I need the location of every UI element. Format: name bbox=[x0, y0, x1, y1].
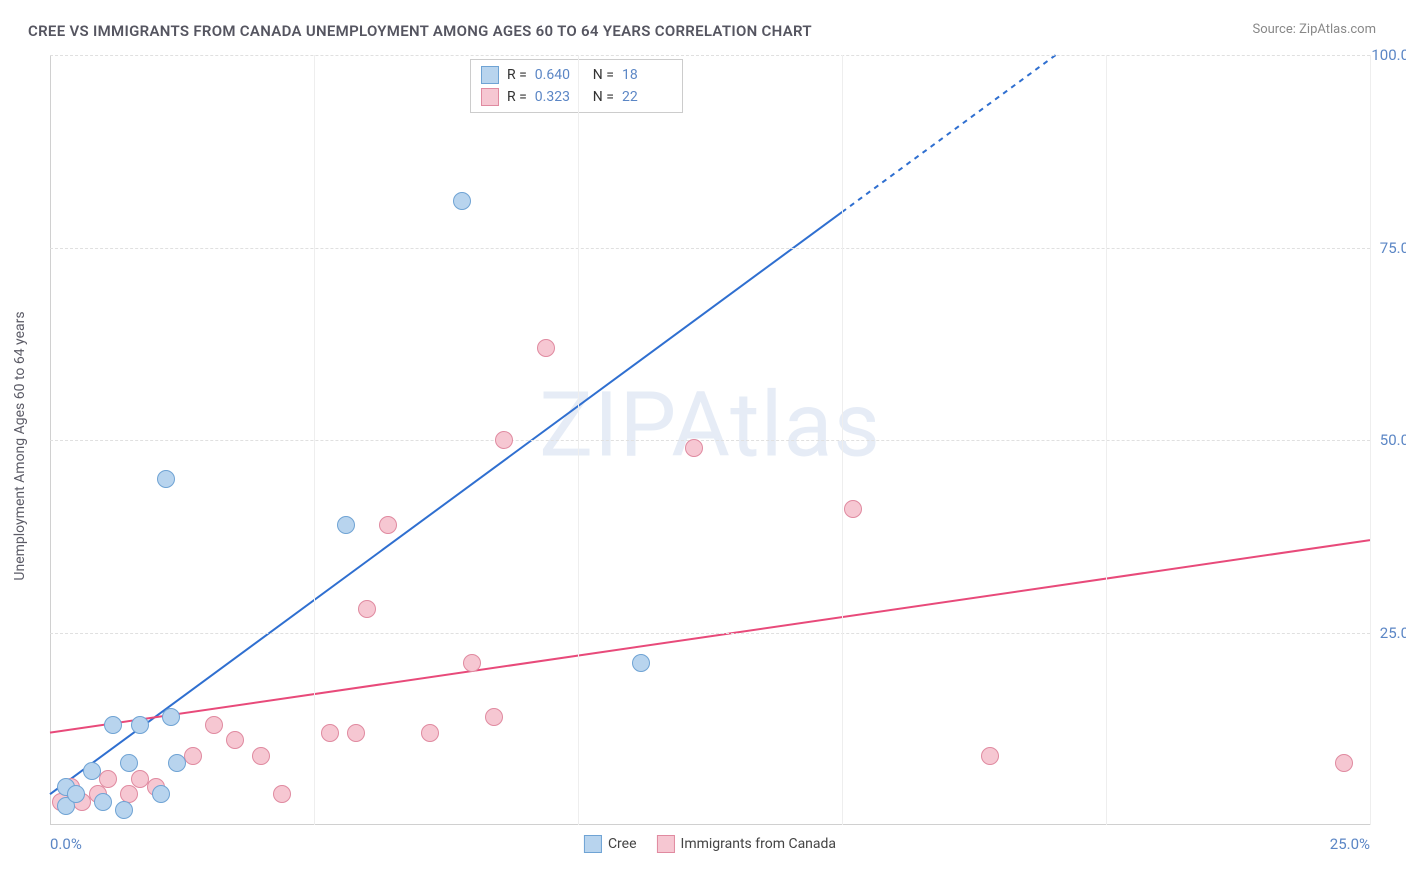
data-point-cree bbox=[115, 801, 133, 819]
vgridline bbox=[1106, 55, 1107, 825]
data-point-cree bbox=[152, 785, 170, 803]
source-name: ZipAtlas.com bbox=[1299, 22, 1376, 37]
stats-row-cree: R = 0.640 N = 18 bbox=[481, 64, 672, 86]
n-value-cree: 18 bbox=[622, 67, 672, 83]
trend-line-cree bbox=[50, 212, 842, 794]
data-point-cree bbox=[453, 192, 471, 210]
legend-label-cree: Cree bbox=[608, 836, 637, 852]
swatch-immigrants bbox=[481, 88, 499, 106]
y-axis-label: Unemployment Among Ages 60 to 64 years bbox=[12, 311, 28, 580]
data-point-immigrants bbox=[379, 516, 397, 534]
data-point-immigrants bbox=[421, 724, 439, 742]
n-label: N = bbox=[593, 89, 614, 105]
data-point-immigrants bbox=[99, 770, 117, 788]
source-attribution: Source: ZipAtlas.com bbox=[1252, 22, 1376, 37]
data-point-cree bbox=[157, 470, 175, 488]
gridline bbox=[50, 55, 1370, 56]
legend-label-immigrants: Immigrants from Canada bbox=[681, 836, 837, 852]
vgridline bbox=[314, 55, 315, 825]
data-point-immigrants bbox=[844, 500, 862, 518]
data-point-cree bbox=[162, 708, 180, 726]
legend-bottom: Cree Immigrants from Canada bbox=[584, 835, 836, 853]
data-point-cree bbox=[83, 762, 101, 780]
data-point-immigrants bbox=[205, 716, 223, 734]
data-point-immigrants bbox=[321, 724, 339, 742]
x-tick-label: 0.0% bbox=[50, 835, 82, 853]
vgridline bbox=[1370, 55, 1371, 825]
legend-swatch-cree bbox=[584, 835, 602, 853]
data-point-immigrants bbox=[1335, 754, 1353, 772]
r-label: R = bbox=[507, 89, 527, 105]
data-point-immigrants bbox=[252, 747, 270, 765]
vgridline bbox=[842, 55, 843, 825]
data-point-cree bbox=[120, 754, 138, 772]
gridline bbox=[50, 633, 1370, 634]
plot-area: ZIPAtlas R = 0.640 N = 18 R = 0.323 N = … bbox=[50, 55, 1370, 825]
data-point-cree bbox=[168, 754, 186, 772]
r-label: R = bbox=[507, 67, 527, 83]
data-point-cree bbox=[632, 654, 650, 672]
y-tick-label: 50.0% bbox=[1380, 431, 1406, 449]
y-tick-label: 75.0% bbox=[1380, 239, 1406, 257]
legend-swatch-immigrants bbox=[657, 835, 675, 853]
data-point-immigrants bbox=[981, 747, 999, 765]
chart-container: CREE VS IMMIGRANTS FROM CANADA UNEMPLOYM… bbox=[0, 0, 1406, 892]
data-point-immigrants bbox=[347, 724, 365, 742]
correlation-stats-box: R = 0.640 N = 18 R = 0.323 N = 22 bbox=[470, 59, 683, 113]
n-value-immigrants: 22 bbox=[622, 89, 672, 105]
data-point-immigrants bbox=[273, 785, 291, 803]
data-point-immigrants bbox=[685, 439, 703, 457]
n-label: N = bbox=[593, 67, 614, 83]
gridline bbox=[50, 248, 1370, 249]
gridline bbox=[50, 440, 1370, 441]
data-point-cree bbox=[67, 785, 85, 803]
data-point-cree bbox=[104, 716, 122, 734]
legend-item-cree: Cree bbox=[584, 835, 637, 853]
data-point-immigrants bbox=[226, 731, 244, 749]
data-point-cree bbox=[337, 516, 355, 534]
chart-title: CREE VS IMMIGRANTS FROM CANADA UNEMPLOYM… bbox=[28, 22, 812, 40]
vgridline bbox=[578, 55, 579, 825]
y-tick-label: 25.0% bbox=[1380, 624, 1406, 642]
x-tick-label: 25.0% bbox=[1330, 835, 1370, 853]
trend-line-dashed-cree bbox=[842, 55, 1056, 212]
data-point-immigrants bbox=[485, 708, 503, 726]
legend-item-immigrants: Immigrants from Canada bbox=[657, 835, 837, 853]
swatch-cree bbox=[481, 66, 499, 84]
data-point-cree bbox=[94, 793, 112, 811]
data-point-immigrants bbox=[358, 600, 376, 618]
y-tick-label: 100.0% bbox=[1371, 46, 1406, 64]
data-point-immigrants bbox=[495, 431, 513, 449]
trend-line-immigrants bbox=[50, 540, 1370, 733]
data-point-immigrants bbox=[537, 339, 555, 357]
stats-row-immigrants: R = 0.323 N = 22 bbox=[481, 86, 672, 108]
data-point-immigrants bbox=[463, 654, 481, 672]
data-point-cree bbox=[131, 716, 149, 734]
data-point-immigrants bbox=[184, 747, 202, 765]
source-prefix: Source: bbox=[1252, 22, 1299, 37]
